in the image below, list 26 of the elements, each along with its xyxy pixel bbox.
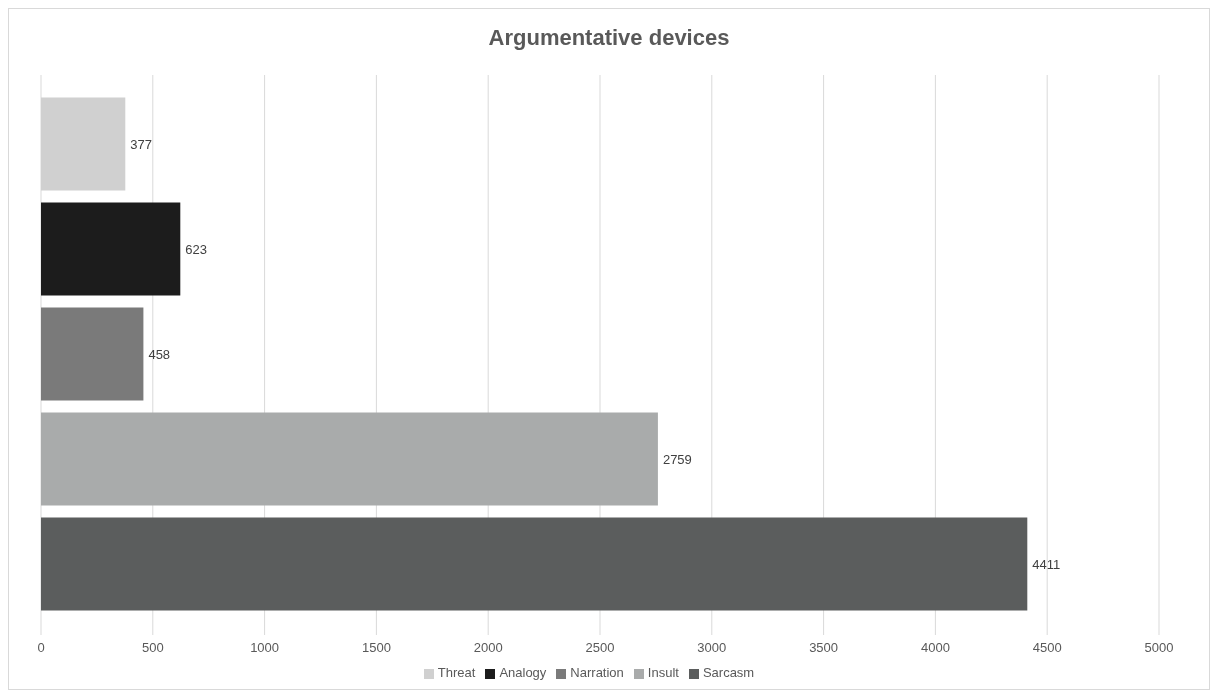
x-tick-label: 3000 — [697, 640, 727, 656]
legend-label: Analogy — [499, 665, 547, 680]
data-label: 458 — [148, 346, 171, 362]
chart-title: Argumentative devices — [487, 24, 731, 52]
x-tick-label: 1000 — [250, 640, 280, 656]
bar — [41, 202, 181, 296]
x-tick-label: 1500 — [361, 640, 391, 656]
legend-label: Threat — [437, 665, 476, 680]
x-tick-label: 2500 — [585, 640, 615, 656]
data-label: 4411 — [1032, 556, 1061, 572]
x-tick-label: 3500 — [809, 640, 839, 656]
legend-label: Insult — [647, 665, 679, 680]
x-tick-label: 4500 — [1032, 640, 1062, 656]
bar — [41, 412, 658, 506]
x-tick-label: 2000 — [473, 640, 503, 656]
data-label: 623 — [185, 241, 208, 257]
legend-label: Narration — [570, 665, 624, 680]
x-tick-label: 5000 — [1144, 640, 1174, 656]
x-tick-label: 4000 — [920, 640, 950, 656]
x-tick-label: 500 — [141, 640, 164, 656]
legend-label: Sarcasm — [702, 665, 755, 680]
x-tick-label: 0 — [37, 640, 45, 656]
data-label: 2759 — [662, 451, 692, 467]
data-label: 377 — [130, 136, 152, 152]
bar — [41, 517, 1028, 611]
bar — [41, 307, 144, 401]
